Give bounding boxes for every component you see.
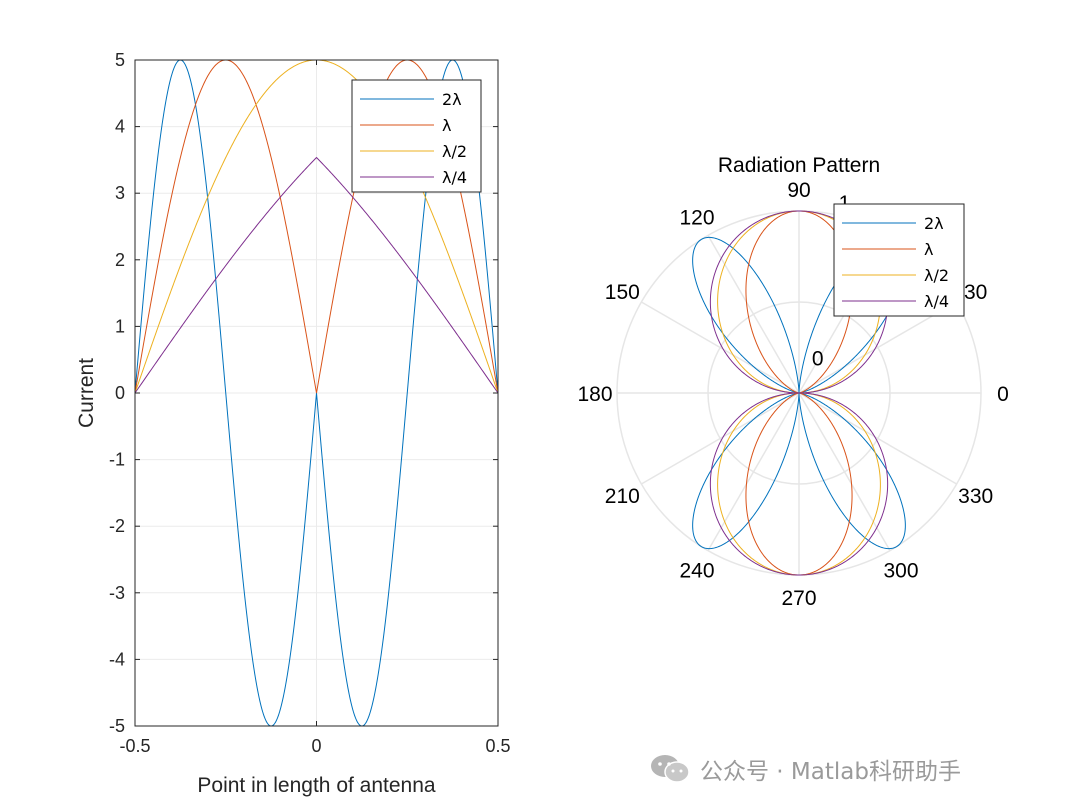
polar-spoke xyxy=(798,301,957,394)
y-tick-label: -5 xyxy=(109,716,125,736)
x-tick-label: -0.5 xyxy=(119,736,150,756)
y-tick-label: -1 xyxy=(109,450,125,470)
legend-label: λ/2 xyxy=(442,142,467,161)
x-tick-label: 0.5 xyxy=(485,736,510,756)
theta-tick-label: 240 xyxy=(679,560,714,583)
theta-tick-label: 30 xyxy=(964,281,987,304)
theta-tick-label: 120 xyxy=(679,206,714,229)
legend-label: 2λ xyxy=(442,90,462,109)
radiation-pattern-plot: 030609012015018021024027030033001 Radiat… xyxy=(577,154,1008,610)
watermark-text: 公众号 · Matlab科研助手 xyxy=(700,759,961,785)
theta-tick-label: 180 xyxy=(577,383,612,406)
x-tick-label: 0 xyxy=(311,736,321,756)
legend-label: λ/4 xyxy=(442,168,467,187)
y-tick-label: 2 xyxy=(115,250,125,270)
polar-spoke xyxy=(641,392,800,485)
watermark: 公众号 · Matlab科研助手 xyxy=(650,752,961,786)
y-tick-label: 0 xyxy=(115,383,125,403)
x-axis-label: Point in length of antenna xyxy=(197,774,436,797)
ticks: -5 -4 -3 -2 -1 0 1 2 3 4 5 -0.5 0 0.5 xyxy=(109,50,511,756)
y-axis-label: Current xyxy=(75,358,98,428)
y-tick-label: 1 xyxy=(115,316,125,336)
theta-tick-label: 210 xyxy=(605,485,640,508)
polar-spoke xyxy=(707,235,800,394)
polar-spoke xyxy=(707,392,800,551)
y-tick-label: -3 xyxy=(109,583,125,603)
chart-title: Radiation Pattern xyxy=(718,154,880,177)
y-tick-label: -4 xyxy=(109,649,125,669)
legend-label: λ/4 xyxy=(924,292,949,311)
r-tick-label: 0 xyxy=(812,347,824,370)
legend[interactable]: 2λ λ λ/2 λ/4 xyxy=(351,79,482,193)
theta-tick-label: 90 xyxy=(787,179,810,202)
theta-tick-label: 300 xyxy=(883,560,918,583)
polar-spoke xyxy=(798,392,891,551)
theta-tick-label: 330 xyxy=(958,485,993,508)
legend-label: λ xyxy=(442,116,451,135)
polar-spoke xyxy=(641,301,800,394)
r-tick-label: 1 xyxy=(839,192,851,215)
legend-label: 2λ xyxy=(924,214,944,233)
legend[interactable]: 2λ λ λ/2 λ/4 xyxy=(833,203,965,317)
theta-tick-label: 150 xyxy=(605,281,640,304)
theta-tick-label: 0 xyxy=(997,383,1009,406)
legend-label: λ/2 xyxy=(924,266,949,285)
wechat-icon xyxy=(651,755,690,783)
y-tick-label: 3 xyxy=(115,183,125,203)
polar-spoke xyxy=(798,392,957,485)
legend-label: λ xyxy=(924,240,933,259)
y-tick-label: -2 xyxy=(109,516,125,536)
y-tick-label: 5 xyxy=(115,50,125,70)
current-distribution-plot: -5 -4 -3 -2 -1 0 1 2 3 4 5 -0.5 0 0.5 Point in length… xyxy=(75,50,511,797)
series-line xyxy=(134,156,499,394)
theta-tick-label: 270 xyxy=(781,587,816,610)
y-tick-label: 4 xyxy=(115,117,125,137)
